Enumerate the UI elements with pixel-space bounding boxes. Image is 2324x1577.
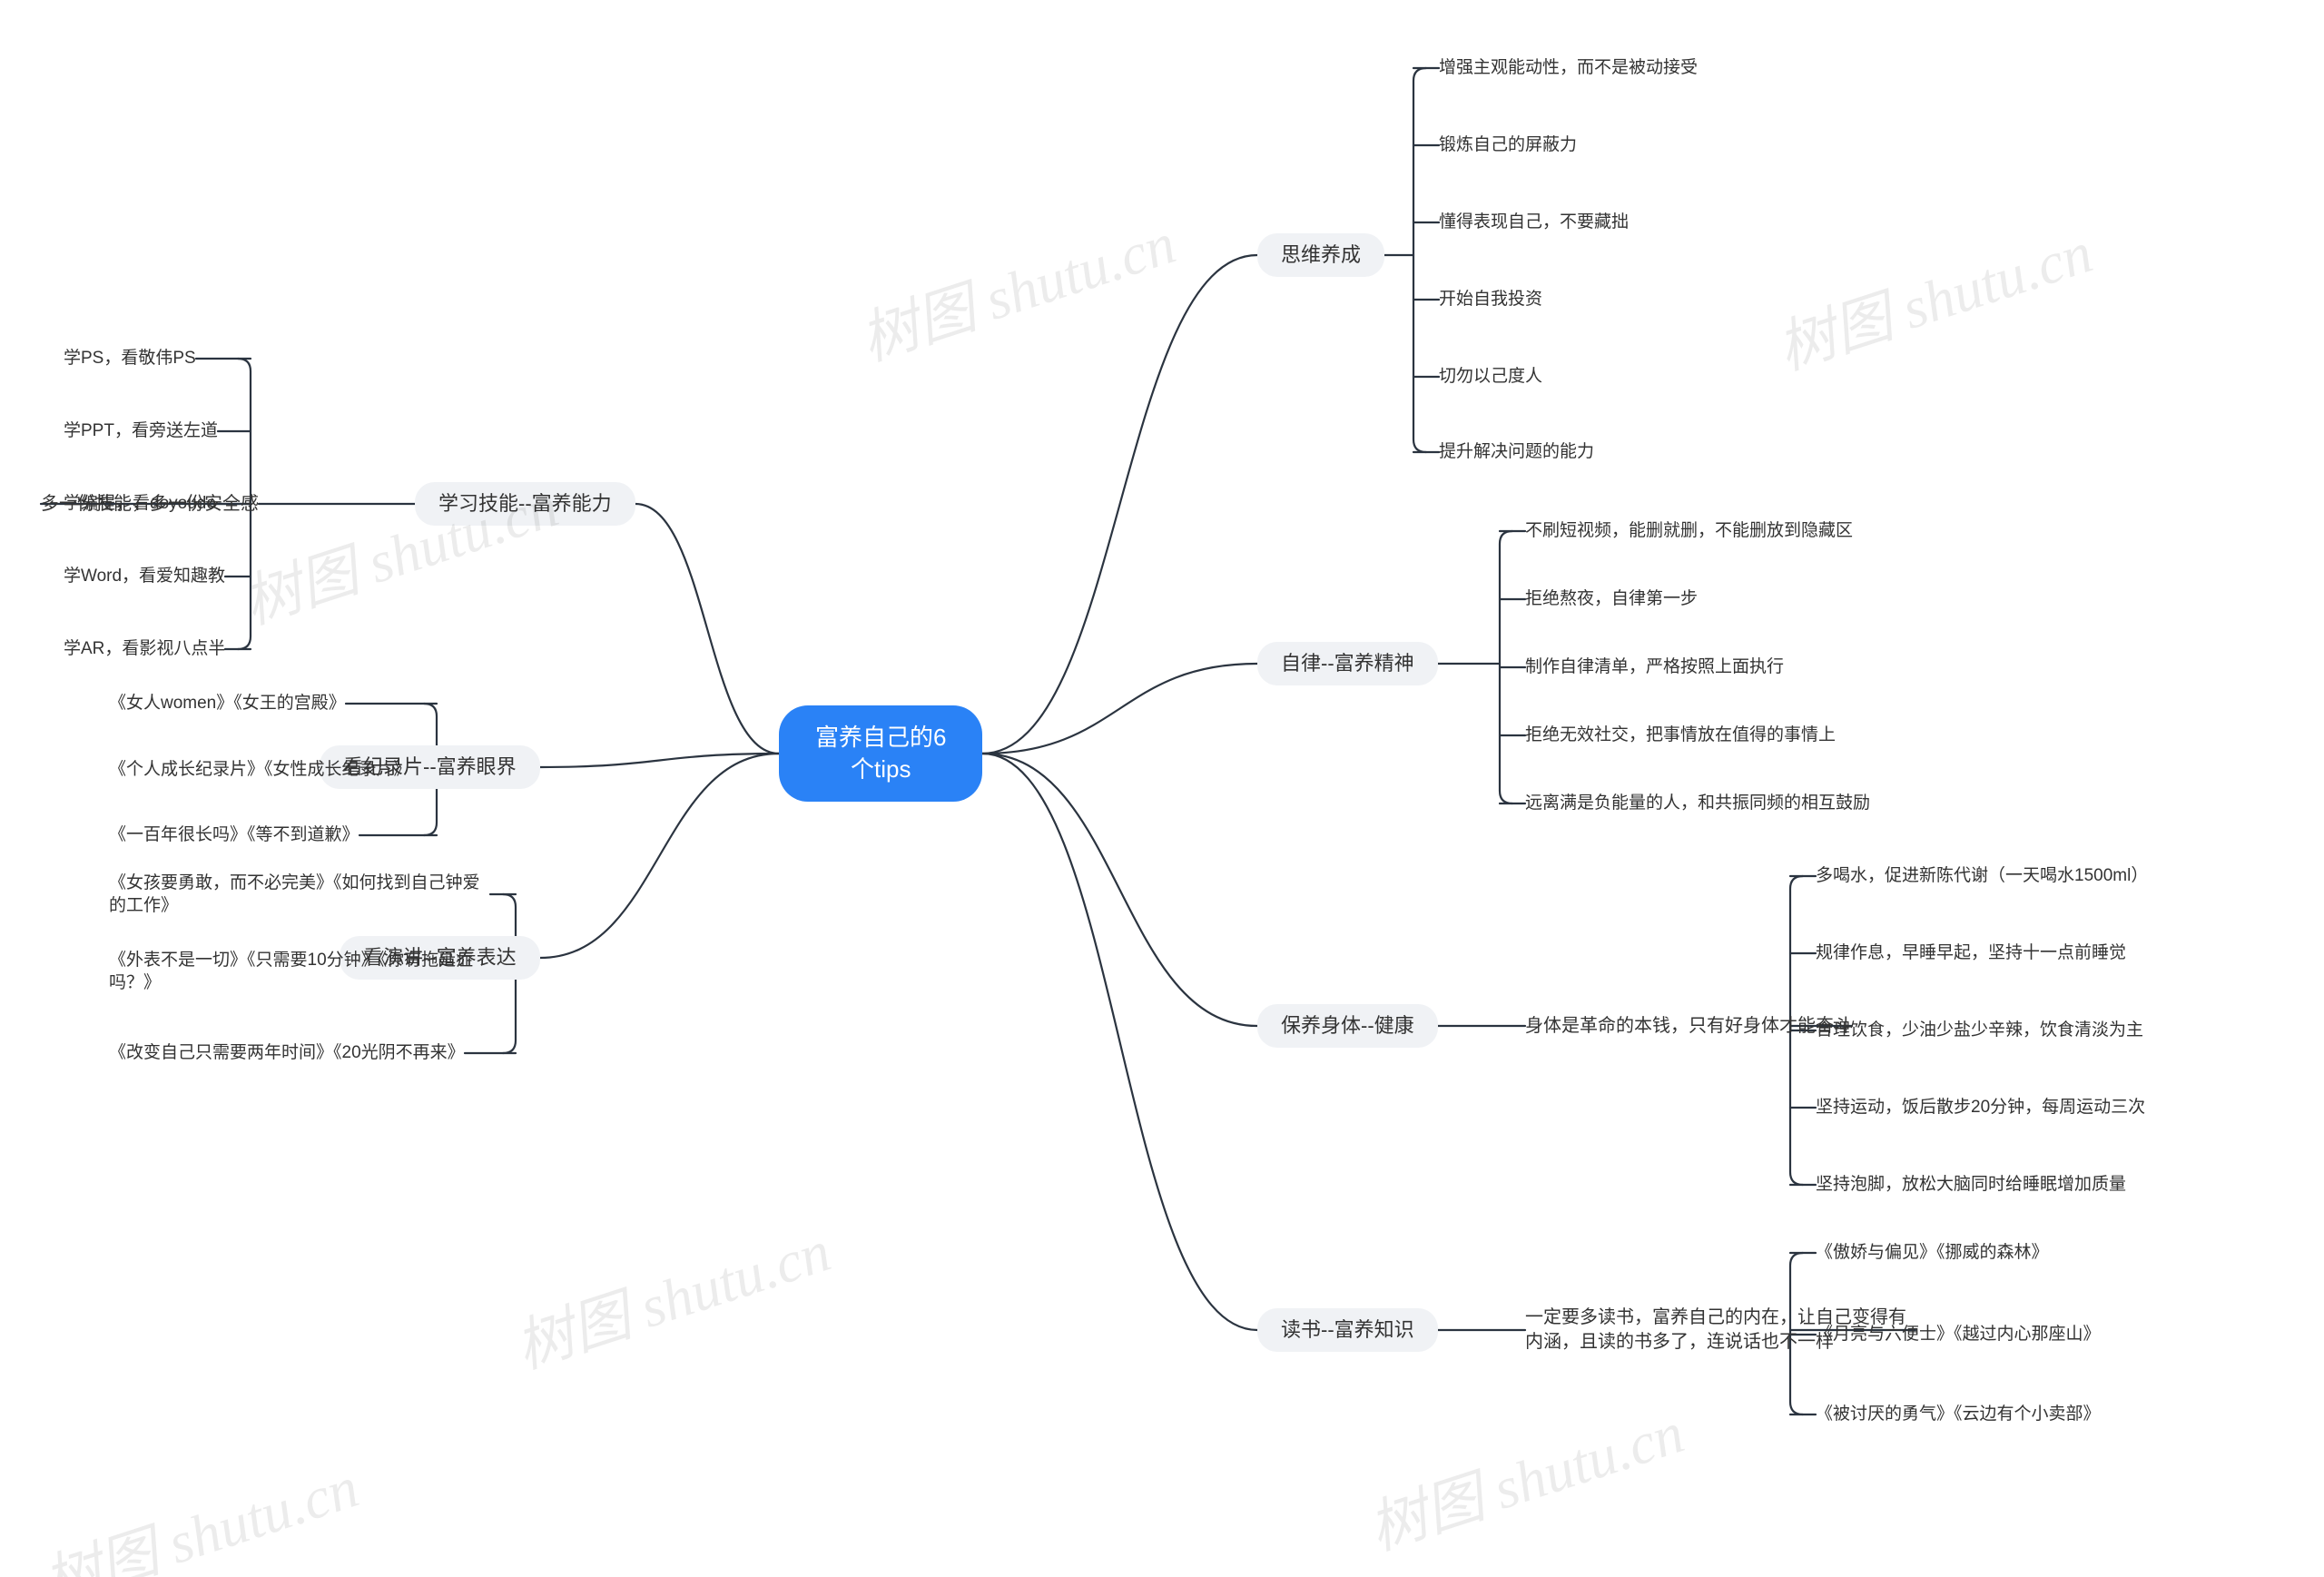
leaf-thinking-0: 增强主观能动性，而不是被动接受 [1439, 56, 1698, 80]
leaf-documentary-1: 《个人成长纪录片》《女性成长纪录片》 [109, 758, 411, 782]
watermark-5: 树图 shutu.cn [32, 1441, 368, 1577]
leaf-discipline-3: 拒绝无效社交，把事情放在值得的事情上 [1525, 724, 1836, 747]
leaf-skills-3: 学Word，看爱知趣教 [64, 565, 225, 588]
leaf-thinking-5: 提升解决问题的能力 [1439, 440, 1594, 464]
leaf-discipline-2: 制作自律清单，严格按照上面执行 [1525, 655, 1784, 679]
branch-health: 保养身体--健康 [1257, 1004, 1438, 1049]
branch-skills: 学习技能--富养能力 [415, 482, 635, 527]
leaf-skills-1: 学PPT，看旁送左道 [64, 419, 218, 443]
leaf-discipline-4: 远离满是负能量的人，和共振同频的相互鼓励 [1525, 792, 1870, 815]
leaf-reading-0: 《傲娇与偏见》《挪威的森林》 [1816, 1241, 2049, 1265]
sub-health: 身体是革命的本钱，只有好身体才能奋斗 [1525, 1014, 1852, 1039]
leaf-health-2: 合理饮食，少油少盐少辛辣，饮食清淡为主 [1816, 1019, 2143, 1042]
leaf-skills-2: 学编程，看doyoudo [64, 492, 216, 516]
leaf-thinking-1: 锻炼自己的屏蔽力 [1439, 133, 1577, 157]
leaf-health-0: 多喝水，促进新陈代谢（一天喝水1500ml） [1816, 864, 2148, 888]
leaf-thinking-4: 切勿以己度人 [1439, 365, 1542, 389]
leaf-discipline-0: 不刷短视频，能删就删，不能删放到隐藏区 [1525, 519, 1853, 543]
leaf-thinking-2: 懂得表现自己，不要藏拙 [1439, 211, 1629, 234]
mindmap-root: 富养自己的6个tips [779, 705, 982, 802]
watermark-2: 树图 shutu.cn [1766, 206, 2102, 386]
leaf-health-1: 规律作息，早睡早起，坚持十一点前睡觉 [1816, 941, 2126, 965]
leaf-health-3: 坚持运动，饭后散步20分钟，每周运动三次 [1816, 1096, 2145, 1119]
leaf-speech-0: 《女孩要勇敢，而不必完美》《如何找到自己钟爱的工作》 [109, 872, 490, 918]
watermark-4: 树图 shutu.cn [1357, 1386, 1693, 1566]
branch-reading: 读书--富养知识 [1257, 1308, 1438, 1353]
leaf-documentary-0: 《女人women》《女王的宫殿》 [109, 692, 346, 715]
leaf-reading-2: 《被讨厌的勇气》《云边有个小卖部》 [1816, 1403, 2101, 1426]
leaf-health-4: 坚持泡脚，放松大脑同时给睡眠增加质量 [1816, 1173, 2126, 1197]
watermark-3: 树图 shutu.cn [504, 1205, 840, 1385]
leaf-skills-4: 学AR，看影视八点半 [64, 637, 225, 661]
watermark-1: 树图 shutu.cn [849, 197, 1185, 377]
leaf-speech-1: 《外表不是一切》《只需要10分钟》《你有拖延症吗？》 [109, 949, 490, 995]
leaf-skills-0: 学PS，看敬伟PS [64, 347, 196, 370]
branch-discipline: 自律--富养精神 [1257, 642, 1438, 686]
branch-thinking: 思维养成 [1257, 233, 1384, 278]
leaf-documentary-2: 《一百年很长吗》《等不到道歉》 [109, 823, 359, 847]
leaf-reading-1: 《月亮与六便士》《越过内心那座山》 [1816, 1323, 2101, 1346]
leaf-thinking-3: 开始自我投资 [1439, 288, 1542, 311]
leaf-discipline-1: 拒绝熬夜，自律第一步 [1525, 587, 1698, 611]
leaf-speech-2: 《改变自己只需要两年时间》《20光阴不再来》 [109, 1041, 465, 1065]
